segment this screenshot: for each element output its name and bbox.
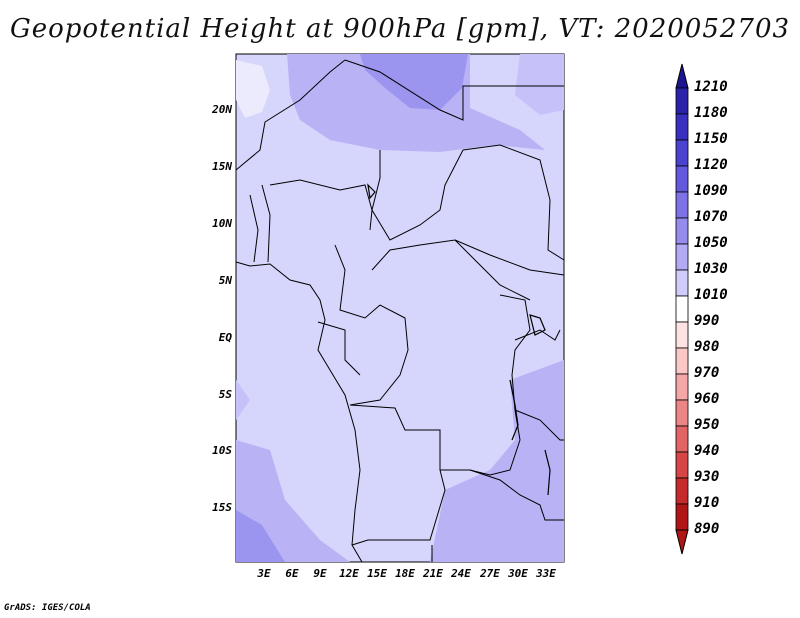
colorbar-segment <box>675 477 689 505</box>
lon-label: 6E <box>285 567 299 580</box>
lat-label: 10S <box>212 444 232 457</box>
colorbar-level-label: 960 <box>694 391 720 407</box>
colorbar-level-label: 970 <box>694 365 720 381</box>
lat-label: 20N <box>212 103 232 116</box>
colorbar-segment <box>675 399 689 427</box>
lon-label: 9E <box>313 567 327 580</box>
border-cameroon <box>334 244 381 319</box>
border-angola <box>349 404 446 546</box>
colorbar-level-label: 950 <box>694 417 720 433</box>
border-sudan <box>462 144 565 261</box>
border-zambia <box>469 469 564 521</box>
colorbar-segment <box>675 269 689 297</box>
border-gabon <box>317 321 361 376</box>
colorbar-level-label: 1180 <box>694 105 728 121</box>
colorbar-level-label: 1210 <box>694 79 728 95</box>
border-congo <box>349 304 409 406</box>
border-north <box>235 59 346 171</box>
colorbar-level-label: 1090 <box>694 183 728 199</box>
colorbar-level-label: 890 <box>694 521 720 537</box>
border-ssudan <box>454 239 565 276</box>
lon-label: 30E <box>508 567 528 580</box>
border-tanzania <box>514 409 564 441</box>
lat-label: 10N <box>212 217 232 230</box>
contour-sw-1050 <box>236 510 285 562</box>
lon-label: 3E <box>257 567 271 580</box>
lat-label: 5N <box>218 274 232 287</box>
lon-label: 21E <box>423 567 443 580</box>
contour-ne-1030 <box>515 54 564 115</box>
border-libya <box>344 59 564 121</box>
lon-label: 33E <box>536 567 556 580</box>
lake-chad <box>367 183 376 200</box>
contour-north-1050 <box>360 54 468 110</box>
colorbar-segment <box>675 425 689 453</box>
colorbar-level-label: 990 <box>694 313 720 329</box>
colorbar-level-label: 1050 <box>694 235 728 251</box>
colorbar-level-label: 980 <box>694 339 720 355</box>
colorbar-segment <box>675 373 689 401</box>
colorbar-segment <box>675 243 689 271</box>
colorbar-level-label: 1120 <box>694 157 728 173</box>
contour-nw-990 <box>236 60 270 118</box>
lake-victoria <box>529 314 546 336</box>
colorbar-level-label: 940 <box>694 443 720 459</box>
border-niger <box>269 179 373 231</box>
colorbar-segment <box>675 321 689 349</box>
lat-label: 15N <box>212 160 232 173</box>
colorbar-level-label: 1150 <box>694 131 728 147</box>
colorbar-segment <box>675 113 689 141</box>
contour-sw-edge-1030 <box>236 380 250 420</box>
colorbar-level-label: 1010 <box>694 287 728 303</box>
colorbar-top-arrow <box>675 63 689 89</box>
lon-label: 18E <box>395 567 415 580</box>
colorbar-bottom-arrow <box>675 529 689 555</box>
colorbar-level-label: 1030 <box>694 261 728 277</box>
lat-label: 15S <box>212 501 232 514</box>
colorbar-segment <box>675 165 689 193</box>
border-east-lakes <box>514 329 561 341</box>
lat-label: EQ <box>218 331 232 344</box>
colorbar-segment <box>675 217 689 245</box>
map-title: Geopotential Height at 900hPa [gpm], VT:… <box>9 14 791 44</box>
colorbar-segment <box>675 87 689 115</box>
lon-label: 24E <box>451 567 471 580</box>
contour-se-1030 <box>430 360 564 562</box>
colorbar-segment <box>675 503 689 531</box>
border-chad <box>371 149 464 241</box>
lat-label: 5S <box>218 388 232 401</box>
lake-malawi <box>544 449 551 496</box>
lon-label: 27E <box>480 567 500 580</box>
colorbar-segment <box>675 139 689 167</box>
lake-tanganyika <box>509 379 519 441</box>
colorbar-level-label: 930 <box>694 469 720 485</box>
border-coast-west <box>235 261 363 563</box>
colorbar <box>675 63 689 555</box>
colorbar-segment <box>675 191 689 219</box>
colorbar-segment <box>675 347 689 375</box>
colorbar-level-label: 1070 <box>694 209 728 225</box>
lon-label: 12E <box>339 567 359 580</box>
border-nigeria <box>261 184 271 263</box>
colorbar-segment <box>675 295 689 323</box>
credit-text: GrADS: IGES/COLA <box>4 603 91 613</box>
border-benin <box>249 194 259 263</box>
colorbar-segment <box>675 451 689 479</box>
map-panel <box>235 53 565 563</box>
colorbar-level-label: 910 <box>694 495 720 511</box>
lon-label: 15E <box>367 567 387 580</box>
